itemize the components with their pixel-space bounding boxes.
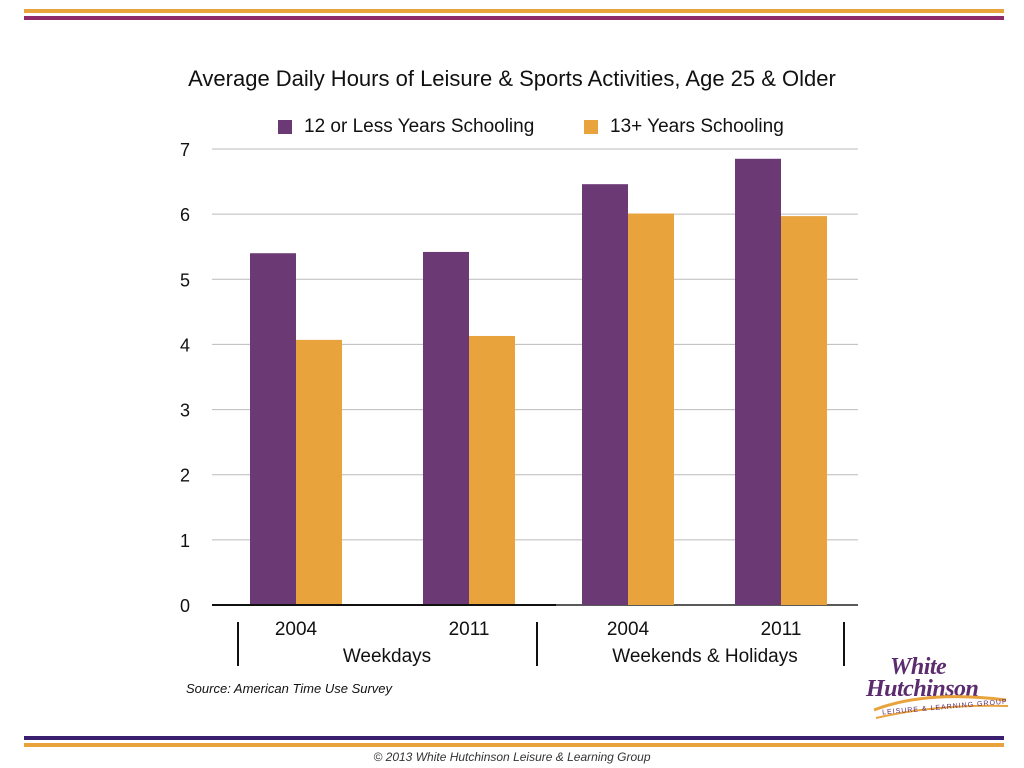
footer-copyright: © 2013 White Hutchinson Leisure & Learni…: [373, 750, 651, 764]
bar-series-1: [423, 251, 469, 605]
logo-wordmark: White Hutchinson: [866, 654, 979, 701]
bar-series-2: [296, 339, 342, 605]
bar-series-2: [628, 213, 674, 605]
y-tick-label: 7: [180, 140, 190, 160]
bar-series-2: [469, 335, 515, 605]
y-tick-label: 2: [180, 466, 190, 486]
bar-chart: 0 1 2 3 4 5 6 7 2004 2011 2004 2011 Weekdays Weekends…: [180, 140, 858, 667]
legend-item-series-2: 13+ Years Schooling: [584, 116, 784, 138]
group-label: Weekdays: [343, 646, 431, 667]
source-note: Source: American Time Use Survey: [186, 681, 393, 696]
x-tick-label: 2011: [761, 619, 802, 640]
bottom-rule-orange: [24, 743, 1004, 747]
logo-swoosh-icon: [873, 695, 1009, 719]
bar-series-1: [250, 253, 296, 605]
group-label: Weekends & Holidays: [612, 646, 798, 667]
logo-line-1: White: [890, 654, 947, 680]
legend-swatch-purple: [278, 120, 292, 134]
legend-swatch-orange: [584, 120, 598, 134]
y-tick-label: 0: [180, 596, 190, 616]
company-logo: White Hutchinson LEISURE & LEARNING GROU…: [866, 654, 1016, 726]
bottom-rule-indigo: [24, 736, 1004, 740]
y-tick-label: 5: [180, 270, 190, 290]
legend-label-series-2: 13+ Years Schooling: [610, 116, 784, 137]
top-rule-orange: [24, 9, 1004, 13]
legend-item-series-1: 12 or Less Years Schooling: [278, 116, 534, 138]
x-tick-label: 2011: [449, 619, 490, 640]
chart-title: Average Daily Hours of Leisure & Sports …: [188, 66, 836, 91]
y-tick-label: 4: [180, 335, 190, 355]
y-tick-label: 6: [180, 205, 190, 225]
legend-label-series-1: 12 or Less Years Schooling: [304, 116, 535, 137]
x-tick-label: 2004: [275, 619, 318, 640]
bar-series-1: [582, 184, 628, 606]
bar-series-2: [781, 216, 827, 605]
x-tick-label: 2004: [607, 619, 650, 640]
bar-series-1: [735, 158, 781, 605]
y-tick-label: 3: [180, 401, 190, 421]
y-tick-label: 1: [180, 531, 190, 551]
chart-legend: 12 or Less Years Schooling 13+ Years Sch…: [0, 116, 1024, 140]
top-rule-purple: [24, 16, 1004, 20]
